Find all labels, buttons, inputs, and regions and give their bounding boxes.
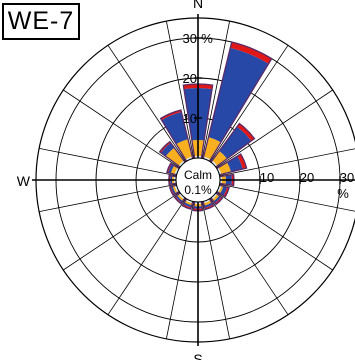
radial-spoke <box>166 21 195 159</box>
radial-spoke <box>63 191 180 271</box>
petal-segment-sse-1 <box>203 200 212 206</box>
petal-outline-sse <box>202 198 215 211</box>
east-tick-label: 10 <box>260 170 274 185</box>
petal-segment-wnw-1 <box>170 165 178 175</box>
petal-segment-ene-1 <box>218 162 232 175</box>
petal-outline-ese <box>216 184 230 198</box>
petal-segment-wsw-2 <box>170 186 176 195</box>
petal-segment-sw-0 <box>178 193 185 200</box>
radial-spoke <box>219 183 355 212</box>
north-tick-label: 10 <box>183 111 197 126</box>
petal-segment-nw-0 <box>178 160 185 167</box>
petal-segment-ssw-1 <box>184 200 193 206</box>
petal-segment-ssw-3 <box>182 204 192 210</box>
petal-segment-wnw-0 <box>174 167 180 175</box>
east-unit-label: % <box>337 186 349 201</box>
petal-segment-sse-2 <box>204 202 213 208</box>
petal-segment-nne-0 <box>203 156 211 162</box>
petal-segment-wsw-0 <box>174 185 180 193</box>
petal-outline-se <box>210 192 224 206</box>
north-unit-label: % <box>201 31 213 46</box>
petal-segment-ene-0 <box>216 167 222 175</box>
petal-segment-nne-3 <box>230 42 272 64</box>
petal-segment-nw-2 <box>160 142 175 157</box>
petal-segment-nnw-3 <box>160 110 182 121</box>
petal-outline-nw <box>158 140 186 168</box>
radial-spoke <box>201 21 230 159</box>
petal-outline-ne <box>210 122 256 168</box>
petal-segment-ese-1 <box>218 185 224 194</box>
east-tick-label: 30 <box>340 170 354 185</box>
petal-segment-ese-2 <box>220 186 228 196</box>
petal-segment-se-3 <box>215 197 223 205</box>
petal-segment-se-1 <box>212 194 220 202</box>
petal-segment-ne-1 <box>212 150 228 166</box>
petal-segment-ne-2 <box>219 126 252 159</box>
petal-segment-sse-3 <box>204 204 214 210</box>
radial-spoke <box>219 148 355 177</box>
polar-axes <box>32 14 355 346</box>
petal-segment-wnw-2 <box>168 164 175 174</box>
petal-outline-nnw <box>159 109 194 162</box>
petal-segment-nw-3 <box>159 141 171 153</box>
petal-segment-sw-1 <box>177 194 184 201</box>
calm-value: 0.1% <box>184 183 212 197</box>
petal-outline-ssw <box>181 198 194 210</box>
radial-spoke <box>209 45 289 162</box>
compass-west: W <box>17 173 31 189</box>
station-label-box: WE-7 <box>2 3 80 40</box>
compass-north: N <box>193 0 203 11</box>
petal-segment-ese-0 <box>216 185 222 193</box>
petal-segment-ssw-2 <box>183 202 192 208</box>
petal-segment-nne-1 <box>203 137 221 160</box>
petal-segment-sse-0 <box>203 198 211 204</box>
petal-segment-nw-1 <box>165 147 184 166</box>
petal-segment-wsw-1 <box>172 185 178 194</box>
petal-segment-nne-2 <box>208 47 269 143</box>
radial-spoke <box>216 89 333 169</box>
petal-segment-se-2 <box>213 195 222 204</box>
petal-segment-ene-3 <box>237 154 247 170</box>
radial-spoke <box>166 201 195 339</box>
north-tick-label: 30 <box>183 31 197 46</box>
petal-segment-se-0 <box>211 193 218 200</box>
petal-outline-sw <box>173 192 186 205</box>
radial-spoke <box>216 191 333 271</box>
radial-spoke <box>107 198 187 315</box>
petal-segment-nnw-2 <box>161 111 189 145</box>
calm-label: Calm <box>184 168 212 182</box>
petal-outline-wnw <box>166 162 180 176</box>
east-tick-label: 20 <box>300 170 314 185</box>
petal-outline-wsw <box>168 184 180 197</box>
station-label: WE-7 <box>7 7 75 35</box>
petal-outline-nne <box>202 41 273 162</box>
petal-segment-sw-3 <box>174 196 182 204</box>
radial-spoke <box>107 45 187 162</box>
radial-spoke <box>209 198 289 315</box>
petal-segment-ese-3 <box>223 187 230 197</box>
petal-segment-nnw-0 <box>185 156 193 162</box>
radial-spoke <box>63 89 180 169</box>
radial-spoke <box>39 148 177 177</box>
compass-south: S <box>193 351 202 360</box>
petal-segment-nnw-1 <box>176 139 193 160</box>
north-tick-label: 20 <box>183 71 197 86</box>
radial-spoke <box>39 183 177 212</box>
radial-spoke <box>201 201 230 339</box>
petal-outline-ene <box>216 153 248 176</box>
petal-segment-ne-0 <box>211 160 218 167</box>
petal-segment-sw-2 <box>175 195 183 203</box>
petal-segment-ssw-0 <box>185 198 193 204</box>
petal-segment-ne-3 <box>237 123 255 141</box>
